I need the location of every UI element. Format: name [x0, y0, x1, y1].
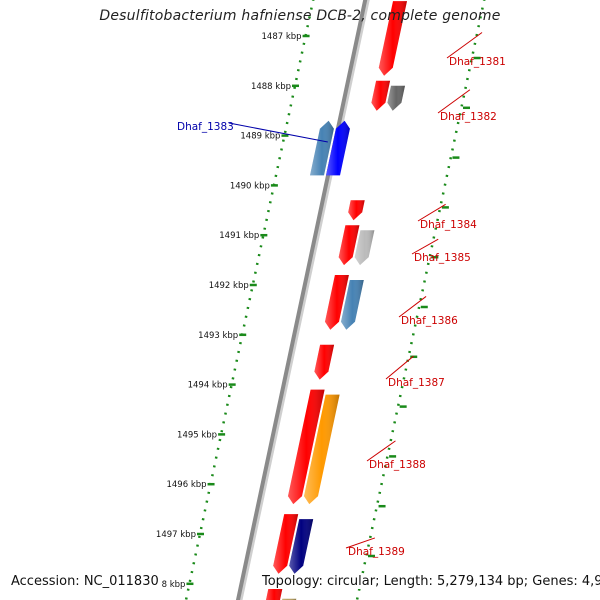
gene-arrow-shading — [314, 344, 335, 380]
tick-label: 1489 kbp — [240, 132, 280, 142]
tick-label: 1493 kbp — [198, 331, 238, 341]
topology-value: Topology: circular; Length: 5,279,134 bp… — [262, 574, 600, 589]
genome-backbone — [235, 0, 368, 600]
tick-label: 1487 kbp — [262, 32, 302, 42]
leader-line-dhaf-1386 — [398, 296, 427, 318]
tick-label: 1496 kbp — [166, 480, 206, 490]
leader-line-dhaf-1381 — [446, 32, 483, 59]
leader-line-dhaf-1382 — [437, 89, 471, 114]
tick-label: 1491 kbp — [219, 231, 259, 241]
leader-line-dhaf-1387 — [385, 355, 414, 380]
gene-arrow-shading — [354, 230, 375, 266]
gene-arrow-shading — [304, 394, 340, 505]
leader-line-dhaf-1388 — [366, 440, 396, 462]
gene-label-dhaf-1386[interactable]: Dhaf_1386 — [401, 315, 458, 327]
gene-arrow-shading — [371, 80, 391, 111]
tick-label: 1492 kbp — [209, 281, 249, 291]
gene-arrow-shading — [326, 120, 350, 176]
gene-arrow-shading — [310, 120, 334, 176]
gene-label-dhaf-1382[interactable]: Dhaf_1382 — [440, 111, 497, 123]
accession-text: Accession: NC_011830 — [9, 574, 161, 589]
gene-arrow-shading — [325, 275, 349, 330]
gene-label-dhaf-1381[interactable]: Dhaf_1381 — [449, 56, 506, 68]
leader-line-dhaf-1384 — [417, 203, 446, 222]
gene-arrow-shading — [338, 225, 360, 266]
tick-label: 1495 kbp — [177, 430, 217, 440]
tick-label: 1497 kbp — [156, 530, 196, 540]
inner-dotted-guide — [184, 0, 315, 600]
gene-label-dhaf-1388[interactable]: Dhaf_1388 — [369, 459, 426, 471]
gene-arrow-shading — [288, 389, 325, 505]
gene-label-dhaf-1389[interactable]: Dhaf_1389 — [348, 546, 405, 558]
gene-arrow-shading — [273, 514, 299, 574]
gene-arrow-shading — [387, 85, 405, 111]
tick-label: 1488 kbp — [251, 82, 291, 92]
gene-arrow-shading — [348, 200, 365, 221]
leader-line-dhaf-1389 — [345, 537, 376, 549]
gene-arrow-shading — [378, 1, 407, 76]
gene-label-dhaf-1385[interactable]: Dhaf_1385 — [414, 252, 471, 264]
leader-line-dhaf-1385 — [411, 238, 439, 255]
gene-arrow-shading — [341, 280, 364, 330]
tick-label: 1494 kbp — [188, 381, 228, 391]
gene-arrow-shading — [289, 519, 314, 574]
leader-line-dhaf-1383 — [228, 122, 328, 143]
topology-text: Topology: circular; Length: 5,279,134 bp… — [260, 574, 600, 589]
genome-title: Desulfitobacterium hafniense DCB-2, comp… — [99, 8, 501, 24]
gene-label-dhaf-1387[interactable]: Dhaf_1387 — [388, 377, 445, 389]
gene-label-dhaf-1384[interactable]: Dhaf_1384 — [420, 219, 477, 231]
gene-label-dhaf-1383[interactable]: Dhaf_1383 — [177, 121, 234, 133]
backbone-shadow — [239, 0, 370, 600]
tick-label: 1490 kbp — [230, 181, 270, 191]
tick-label: 98 kbp — [156, 580, 185, 590]
